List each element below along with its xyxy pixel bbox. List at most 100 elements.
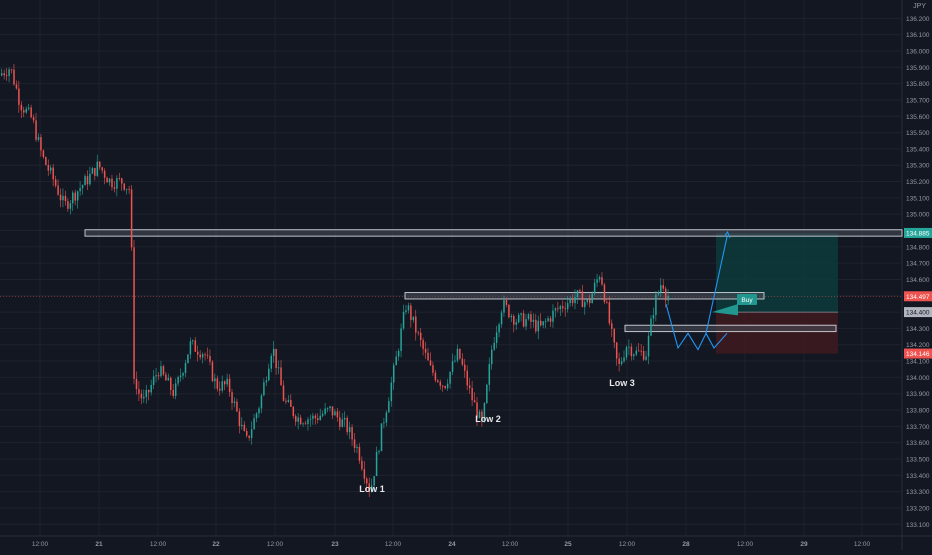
candle-body [334,411,336,416]
candle-body [170,377,172,390]
candle-body [378,451,380,452]
candle-body [174,383,177,397]
candle-body [145,390,148,397]
candle-body [486,384,488,404]
candle-body [549,318,552,322]
candle-body [199,354,201,358]
candle-body [138,389,140,394]
candle-body [297,417,299,422]
entry-price-badge-bg [904,307,932,318]
candle-body [520,313,522,315]
candle-body [27,107,30,109]
range-top-box[interactable] [404,292,765,300]
candle-body [341,419,344,427]
candle-body [623,357,625,362]
key-level-boxes[interactable] [84,229,903,333]
candle-body [116,178,118,189]
candle-body [314,415,317,419]
candle-body [361,460,363,470]
candle-body [591,293,593,304]
candle-body [513,315,515,325]
candle-body [214,378,216,382]
candle-body [59,194,62,201]
price-axis[interactable]: 133.100 133.200 133.300 133.400 133.500 133.6… [904,16,932,529]
candle-body [456,348,459,361]
candle-body [491,349,493,365]
candle-body [427,352,429,361]
candle-body [630,346,633,357]
candle-body [562,306,564,309]
candle-body [157,375,160,377]
target-zone [716,232,838,313]
candle-body [437,380,439,382]
candle-body [1,73,3,76]
candle-body [348,427,351,433]
candle-body [385,412,388,423]
candle-body [540,320,542,326]
candle-body [94,168,96,176]
candle-body [429,360,432,366]
buy-tag [737,294,757,306]
price-tick-label: 134.100 [906,359,930,366]
candle-body [317,418,319,420]
candle-body [344,417,346,420]
candle-body [586,299,589,303]
candle-body [250,429,253,438]
candle-body [72,192,74,204]
time-tick-label: 24 [448,541,456,548]
candle-body [625,347,628,358]
candle-body [37,137,40,140]
candle-body [272,348,275,356]
price-tick-label: 134.000 [906,375,930,382]
price-tick-label: 135.200 [906,179,930,186]
support-box[interactable] [624,324,837,333]
candle-body [537,320,540,332]
candle-body [221,381,223,391]
candle-body [508,304,510,318]
candle-body [96,161,99,176]
candle-body [569,298,571,304]
candle-body [351,427,353,440]
candle-body [407,305,410,311]
price-tick-label: 135.900 [906,65,930,72]
candle-body [515,322,517,325]
candle-body [442,385,444,387]
candle-body [128,188,130,190]
candle-body [500,312,503,325]
candle-body [596,279,598,283]
candle-body [589,299,591,304]
candle-body [468,385,471,388]
candle-body [405,310,407,313]
candle-body [172,389,174,397]
candle-body [510,315,513,318]
resistance-zone-box[interactable] [84,229,903,237]
candle-body [25,108,27,113]
candle-body [464,364,466,371]
candle-body [23,110,25,113]
candle-body [140,393,143,399]
candle-body [611,323,613,329]
candle-body [326,408,329,409]
candle-body [123,183,125,190]
candle-body [660,285,662,293]
projected-up-line [705,236,728,334]
stop-zone [716,312,838,354]
candle-body [358,446,361,461]
candle-body [645,356,647,360]
buy-tag-label: Buy [741,297,753,304]
candle-body [20,104,23,111]
time-axis[interactable]: 12:00 21 12:00 22 12:00 23 12:00 24 12:00 25 12:00… [32,541,871,548]
candle-body [118,178,121,179]
time-tick-label: 12:00 [32,541,49,548]
candle-body [35,120,37,140]
candle-body [47,165,50,171]
candle-body [412,316,415,321]
candle-body [488,364,491,385]
price-tick-label: 134.600 [906,277,930,284]
candle-body [150,384,152,393]
candle-body [461,358,464,365]
candle-body [8,69,10,76]
projected-path-line [665,303,728,351]
